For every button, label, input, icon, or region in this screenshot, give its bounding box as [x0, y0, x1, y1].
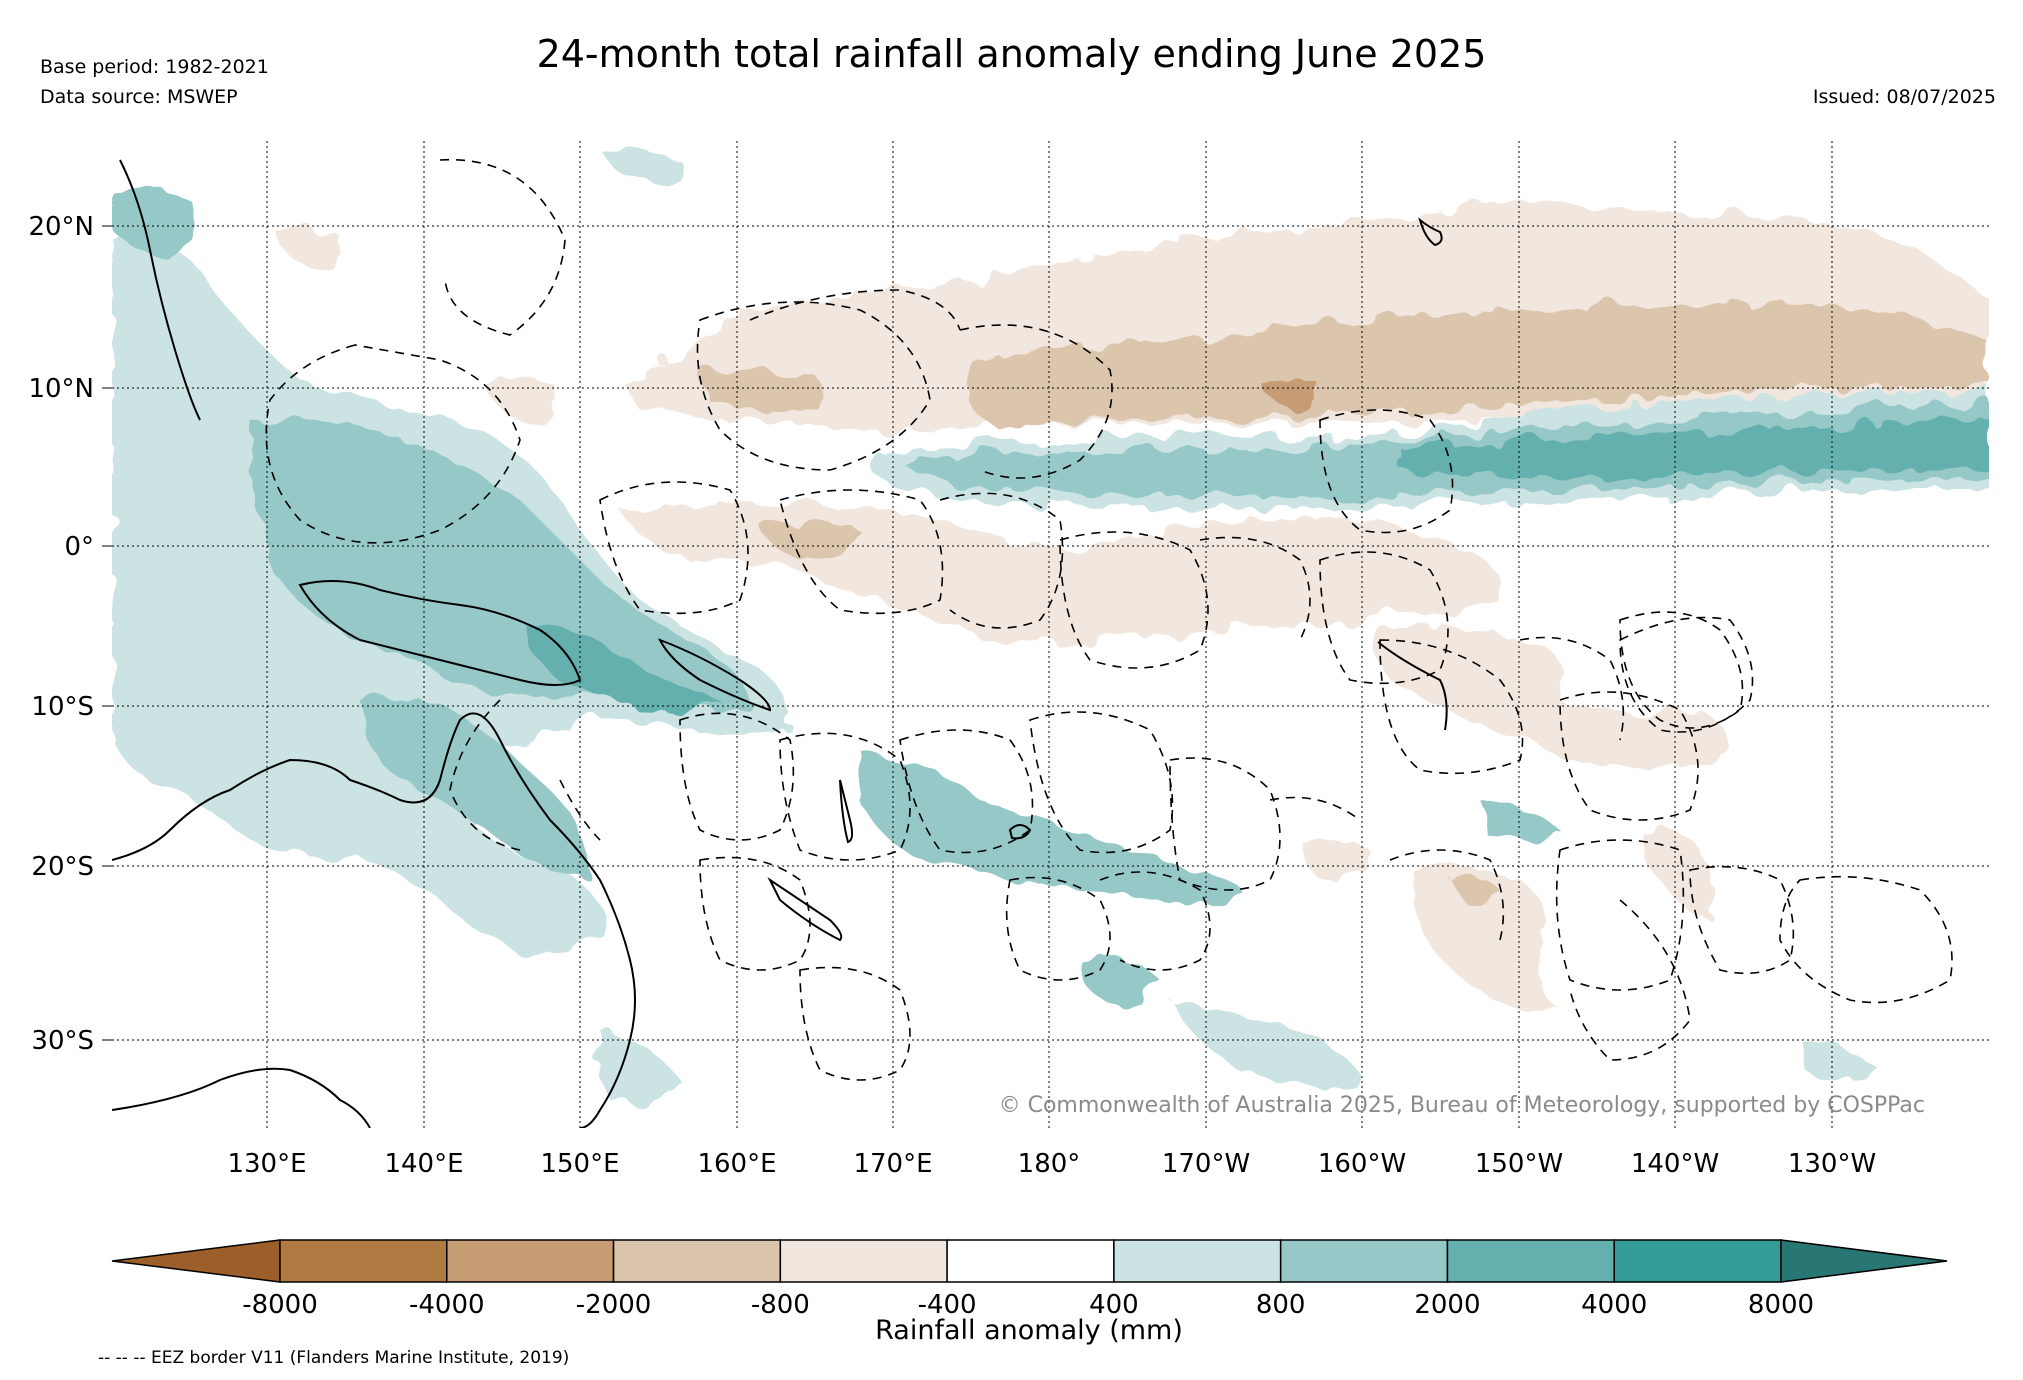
colorbar-tick-label: 4000: [1581, 1290, 1647, 1320]
colorbar-tick-label: -400: [918, 1290, 977, 1320]
coastlines: [112, 159, 1443, 1128]
data-source-label: Data source: MSWEP: [40, 86, 238, 108]
lat-label-0: 0°: [64, 532, 94, 562]
colorbar-label: Rainfall anomaly (mm): [875, 1315, 1183, 1346]
new-caledonia-coast: [767, 877, 843, 942]
boundary-lines: [1377, 641, 1448, 731]
australia-coast: [112, 712, 636, 1128]
dry-anomaly-fields: [275, 200, 1989, 1013]
chart-title: 24-month total rainfall anomaly ending J…: [536, 32, 1487, 76]
lon-label-140w: 140°W: [1631, 1149, 1719, 1179]
colorbar-segment: [1613, 1239, 1782, 1283]
lat-label-10s: 10°S: [31, 692, 94, 722]
lon-label-150w: 150°W: [1475, 1149, 1563, 1179]
colorbar-segment: [946, 1239, 1115, 1283]
eez-borders: [265, 158, 1953, 1081]
colorbar-segment: [1113, 1239, 1282, 1283]
hawaii-coast: [1418, 217, 1443, 247]
base-period-label: Base period: 1982-2021: [40, 56, 269, 78]
colorbar-segment: [1279, 1239, 1449, 1283]
colorbar-segment: [612, 1239, 782, 1283]
latitude-axis: 20°N 10°N 0° 10°S 20°S 30°S: [28, 212, 112, 1056]
colorbar-segment: [779, 1239, 948, 1283]
colorbar-extend-high: [1780, 1239, 1948, 1283]
lon-label-170w: 170°W: [1162, 1149, 1250, 1179]
solomon-islands-coast: [657, 638, 772, 712]
lon-label-140e: 140°E: [384, 1149, 463, 1179]
longitude-axis: 130°E 140°E 150°E 160°E 170°E 180° 170°W…: [227, 1149, 1876, 1179]
lat-label-30s: 30°S: [31, 1026, 94, 1056]
colorbar-ticks: -8000 -4000 -2000 -800 -400 400 800 2000 4000 800…: [242, 1290, 1814, 1320]
colorbar-segment: [279, 1239, 448, 1283]
lat-label-20s: 20°S: [31, 852, 94, 882]
philippines-coast: [119, 159, 201, 421]
colorbar-segments: [111, 1239, 1948, 1283]
colorbar-tick-label: 400: [1089, 1290, 1139, 1320]
colorbar-tick-label: 800: [1256, 1290, 1306, 1320]
colorbar-tick-label: -8000: [242, 1290, 318, 1320]
colorbar-extend-low: [111, 1239, 281, 1283]
lat-label-20n: 20°N: [28, 212, 94, 242]
colorbar-tick-label: -800: [751, 1290, 810, 1320]
lon-label-150e: 150°E: [540, 1149, 619, 1179]
lon-label-130w: 130°W: [1788, 1149, 1876, 1179]
lon-label-160e: 160°E: [697, 1149, 776, 1179]
issued-date: Issued: 08/07/2025: [1812, 86, 1996, 108]
colorbar-segment: [1446, 1239, 1615, 1283]
copyright-notice: © Commonwealth of Australia 2025, Bureau…: [999, 1093, 1925, 1118]
lon-label-130e: 130°E: [227, 1149, 306, 1179]
new-guinea-coast: [298, 580, 582, 686]
lon-label-160w: 160°W: [1318, 1149, 1406, 1179]
australia-south-coast: [112, 1067, 371, 1128]
fiji-coast: [1008, 824, 1032, 840]
lon-label-180: 180°: [1018, 1149, 1081, 1179]
colorbar-tick-label: -4000: [409, 1290, 485, 1320]
eez-footnote: -- -- -- EEZ border V11 (Flanders Marine…: [98, 1348, 570, 1368]
colorbar-tick-label: -2000: [576, 1290, 652, 1320]
colorbar-segment: [446, 1239, 615, 1283]
colorbar-tick-label: 2000: [1414, 1290, 1480, 1320]
vanuatu-coast: [839, 779, 854, 844]
lon-label-170e: 170°E: [853, 1149, 932, 1179]
colorbar-tick-label: 8000: [1748, 1290, 1814, 1320]
lat-label-10n: 10°N: [28, 374, 94, 404]
